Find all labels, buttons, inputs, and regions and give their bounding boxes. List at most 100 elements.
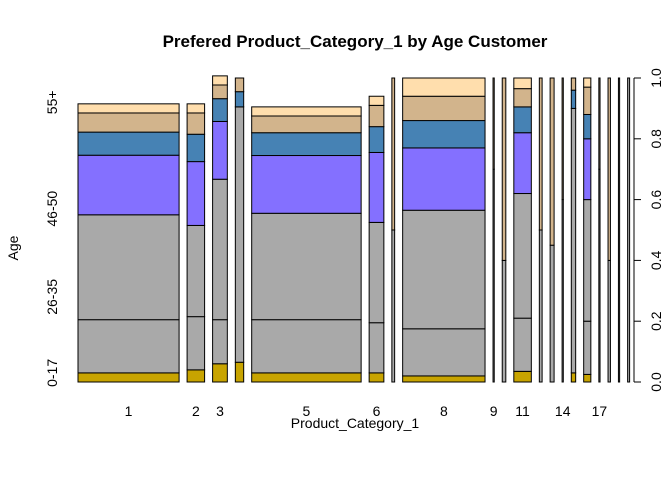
cell-11-0 [513,370,532,383]
category-11 [513,77,532,383]
mosaic-bars [77,75,631,383]
cell-15-6 [570,77,577,91]
cell-2-1 [186,316,206,371]
cell-16-5 [583,113,592,140]
cell-11-1 [513,317,532,372]
cell-5-5 [251,132,362,157]
cell-2-7 [186,103,206,114]
cell-6-5 [368,126,385,153]
right-axis-tick-label: 0.2 [648,311,664,331]
cell-2-5 [186,133,206,163]
cell-9-1 [492,168,495,383]
category-17 [598,77,601,383]
x-tick-label: 8 [440,403,448,419]
cell-4-1 [234,106,245,363]
y-tick-label: 55+ [44,90,60,114]
category-19 [617,77,621,383]
cell-11-6 [513,88,532,108]
right-axis-tick-label: 0.4 [648,250,664,270]
cell-5-0 [251,372,362,383]
cell-7-1 [391,229,396,383]
x-tick-label: 5 [303,403,311,419]
cell-3-5 [212,98,228,122]
category-18 [607,77,611,383]
x-tick-label: 3 [216,403,224,419]
cell-18-6 [607,77,611,261]
left-axis-labels: 0-17 26-35 46-50 55+ [44,90,60,386]
cell-14-6 [561,77,564,201]
cell-12-6 [538,77,543,231]
cell-15-5 [570,89,577,109]
cell-5-6 [251,115,362,134]
cell-8-6 [402,95,486,122]
cell-5-4 [251,155,362,214]
cell-8-3 [402,209,486,330]
x-tick-label: 11 [515,403,530,419]
cell-1-5 [77,131,180,156]
right-axis: 0.0 0.2 0.4 0.6 0.8 1.0 [633,68,664,392]
cell-10-1 [501,259,507,383]
cell-8-7 [402,77,486,97]
category-14 [561,77,564,383]
right-axis-tick-label: 0.6 [648,190,664,210]
cell-5-3 [251,212,362,321]
cell-5-7 [251,106,362,117]
cell-2-4 [186,161,206,226]
cell-6-1 [368,322,385,374]
cell-1-6 [77,112,180,133]
cell-15-0 [570,372,577,383]
cell-9-6 [492,77,495,170]
x-axis-title: Product_Category_1 [291,415,420,431]
category-3 [212,75,228,383]
cell-8-1 [402,328,486,377]
cell-1-0 [77,372,180,383]
cell-1-7 [77,103,180,114]
category-16 [583,77,592,383]
cell-10-6 [501,77,507,261]
cell-8-5 [402,120,486,149]
x-tick-label: 17 [592,403,608,419]
category-6 [368,95,385,383]
cell-16-7 [583,77,592,88]
cell-1-1 [77,319,180,374]
cell-13-6 [549,77,555,246]
y-tick-label: 26-35 [44,279,60,315]
y-tick-label: 0-17 [44,359,60,387]
category-13 [549,77,555,383]
category-2 [186,103,206,383]
cell-4-0 [234,361,245,383]
cell-19-1 [617,77,621,383]
category-7 [391,77,396,383]
cell-13-1 [549,244,555,383]
cell-16-4 [583,138,592,201]
cell-3-7 [212,75,228,86]
cell-6-6 [368,104,385,128]
cell-3-1 [212,319,228,365]
x-tick-label: 9 [490,403,498,419]
cell-6-4 [368,151,385,223]
category-10 [501,77,507,383]
x-tick-label: 1 [125,403,133,419]
cell-3-0 [212,363,228,383]
cell-16-1 [583,320,592,375]
y-tick-label: 46-50 [44,191,60,227]
x-tick-labels: 1 2 3 5 6 8 9 11 14 17 [125,403,608,419]
x-tick-label: 2 [192,403,200,419]
cell-11-7 [513,77,532,90]
cell-17-6 [598,77,601,170]
right-axis-tick-label: 0.0 [648,372,664,392]
category-20 [627,77,631,383]
cell-8-4 [402,147,486,211]
cell-7-6 [391,77,396,231]
x-tick-label: 6 [373,403,381,419]
cell-20-1 [627,77,631,383]
cell-3-4 [212,120,228,180]
category-1 [77,103,180,383]
cell-4-5 [234,91,245,108]
cell-2-6 [186,112,206,135]
cell-2-3 [186,224,206,318]
category-5 [251,106,362,383]
cell-17-1 [598,168,601,383]
cell-6-7 [368,95,385,106]
category-9 [492,77,495,383]
